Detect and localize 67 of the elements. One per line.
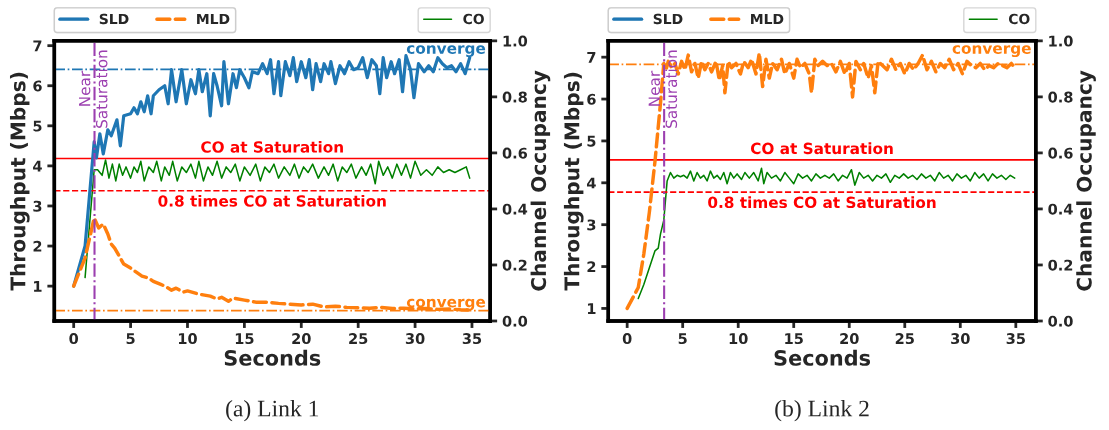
ref-line-label: converge <box>406 45 486 58</box>
y-tick-label: 6 <box>33 80 42 92</box>
y-tick-label: 7 <box>33 40 42 52</box>
y2-tick-label: 0.8 <box>1048 91 1073 103</box>
y-tick-label: 1 <box>34 281 42 292</box>
y-tick-label: 5 <box>33 120 42 132</box>
line-series <box>84 159 471 279</box>
ref-line-label: converge <box>952 45 1031 58</box>
y-tick-label: 5 <box>587 135 596 147</box>
y-axis-title: Throughput (Mbps) <box>9 72 30 291</box>
x-tick-label: 25 <box>349 333 368 345</box>
y-tick-label: 6 <box>587 93 596 105</box>
x-tick-label: 20 <box>840 333 859 345</box>
x-tick-label: 5 <box>678 333 687 345</box>
x-tick-label: 15 <box>785 333 803 345</box>
text: (b) Link 2 <box>775 399 869 422</box>
text: (a) Link 1 <box>226 399 319 422</box>
x-tick-label: 35 <box>462 333 482 345</box>
y2-tick-label: 0.2 <box>502 259 527 271</box>
legend-label: SLD <box>99 13 129 25</box>
y-tick-label: 4 <box>586 177 596 189</box>
y2-tick-label: 0.4 <box>1048 203 1073 215</box>
x-tick-label: 10 <box>729 333 748 345</box>
y2-tick-label: 0.2 <box>1048 259 1073 271</box>
y2-axis-title: Channel Occupancy <box>530 70 551 291</box>
x-tick-label: 20 <box>292 333 311 345</box>
x-tick-label: 15 <box>235 333 254 345</box>
y-tick-label: 3 <box>587 219 596 231</box>
x-tick-label: 35 <box>1006 333 1025 345</box>
y2-axis-title: Channel Occupancy <box>1076 70 1096 291</box>
y2-tick-label: 0.4 <box>502 203 528 215</box>
y-axis-title: Throughput (Mbps) <box>563 72 584 291</box>
x-tick-label: 5 <box>126 333 135 345</box>
y2-tick-label: 0.6 <box>1048 147 1073 159</box>
y-tick-label: 1 <box>587 303 596 314</box>
x-axis-title: Seconds <box>774 349 871 366</box>
x-tick-label: 0 <box>622 333 632 345</box>
ref-line-label: Near Saturation <box>648 50 678 128</box>
x-axis-title: Seconds <box>224 349 321 366</box>
y-tick-label: 2 <box>587 261 596 273</box>
ref-line-label: 0.8 times CO at Saturation <box>158 194 386 207</box>
legend-label: MLD <box>751 13 784 24</box>
ref-line-label: 0.8 times CO at Saturation <box>708 196 936 209</box>
legend-label: MLD <box>197 13 230 24</box>
line-series <box>637 167 1016 300</box>
ref-line-label: converge <box>406 298 486 311</box>
y-tick-label: 7 <box>587 52 596 63</box>
ref-line-label: CO at Saturation <box>750 142 893 155</box>
x-tick-label: 30 <box>405 333 425 345</box>
legend-label: SLD <box>653 13 683 25</box>
ref-line-label: CO at Saturation <box>201 140 343 153</box>
legend-label: CO <box>1008 13 1030 25</box>
y2-tick-label: 0.6 <box>502 147 528 159</box>
y2-tick-label: 1.0 <box>1049 35 1073 47</box>
x-tick-label: 10 <box>178 333 197 345</box>
y2-tick-label: 0.8 <box>502 91 527 103</box>
y-tick-label: 2 <box>33 240 42 252</box>
y-tick-label: 3 <box>33 200 42 212</box>
y2-tick-label: 1.0 <box>503 35 528 47</box>
y-tick-label: 4 <box>33 160 42 172</box>
x-tick-label: 25 <box>895 333 914 345</box>
y2-tick-label: 0.0 <box>502 315 528 327</box>
x-tick-label: 0 <box>69 333 79 345</box>
legend-label: CO <box>463 13 484 25</box>
x-tick-label: 30 <box>951 333 970 345</box>
y2-tick-label: 0.0 <box>1048 315 1073 327</box>
ref-line-label: Near Saturation <box>79 50 108 128</box>
